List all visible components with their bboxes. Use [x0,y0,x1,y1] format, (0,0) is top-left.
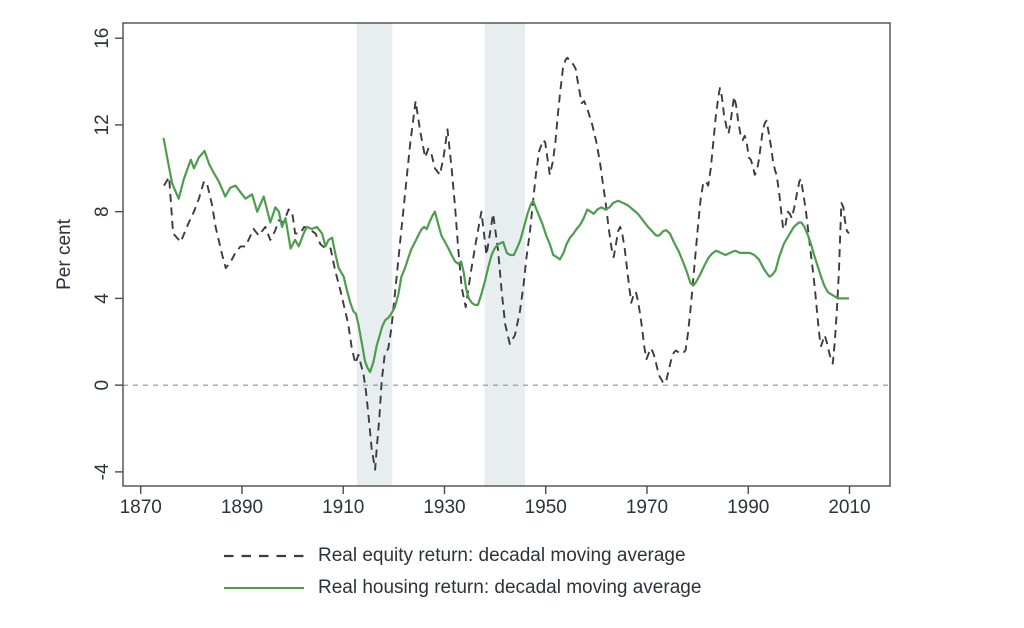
y-tick-label: 16 [92,28,113,49]
y-tick-label: 0 [92,380,113,391]
y-tick-label: 8 [92,206,113,217]
shaded-band-wwii [484,23,525,486]
x-tick-label: 1970 [626,497,668,518]
legend-label-housing: Real housing return: decadal moving aver… [318,576,702,598]
housing-return-line [162,137,849,374]
y-tick-label: -4 [92,463,113,480]
legend-label-equity: Real equity return: decadal moving avera… [318,544,686,566]
y-axis-title: Per cent [54,218,75,289]
y-tick-label: 4 [92,293,113,304]
equity-dashed-line-swatch [224,554,304,557]
housing-solid-line-swatch [224,586,304,589]
plot-border [122,22,891,487]
chart-legend: Real equity return: decadal moving avera… [224,541,701,602]
y-tick-label: 12 [92,114,113,135]
x-tick-label: 1870 [120,497,162,518]
x-tick-label: 2010 [828,497,870,518]
x-tick-label: 1910 [322,497,364,518]
x-tick-label: 1990 [727,497,769,518]
legend-item-housing: Real housing return: decadal moving aver… [224,573,701,602]
x-tick-label: 1890 [221,497,263,518]
x-tick-label: 1930 [423,497,465,518]
equity-return-line [163,56,850,471]
legend-item-equity: Real equity return: decadal moving avera… [224,541,701,570]
shaded-band-wwi [356,23,393,486]
x-tick-label: 1950 [525,497,567,518]
